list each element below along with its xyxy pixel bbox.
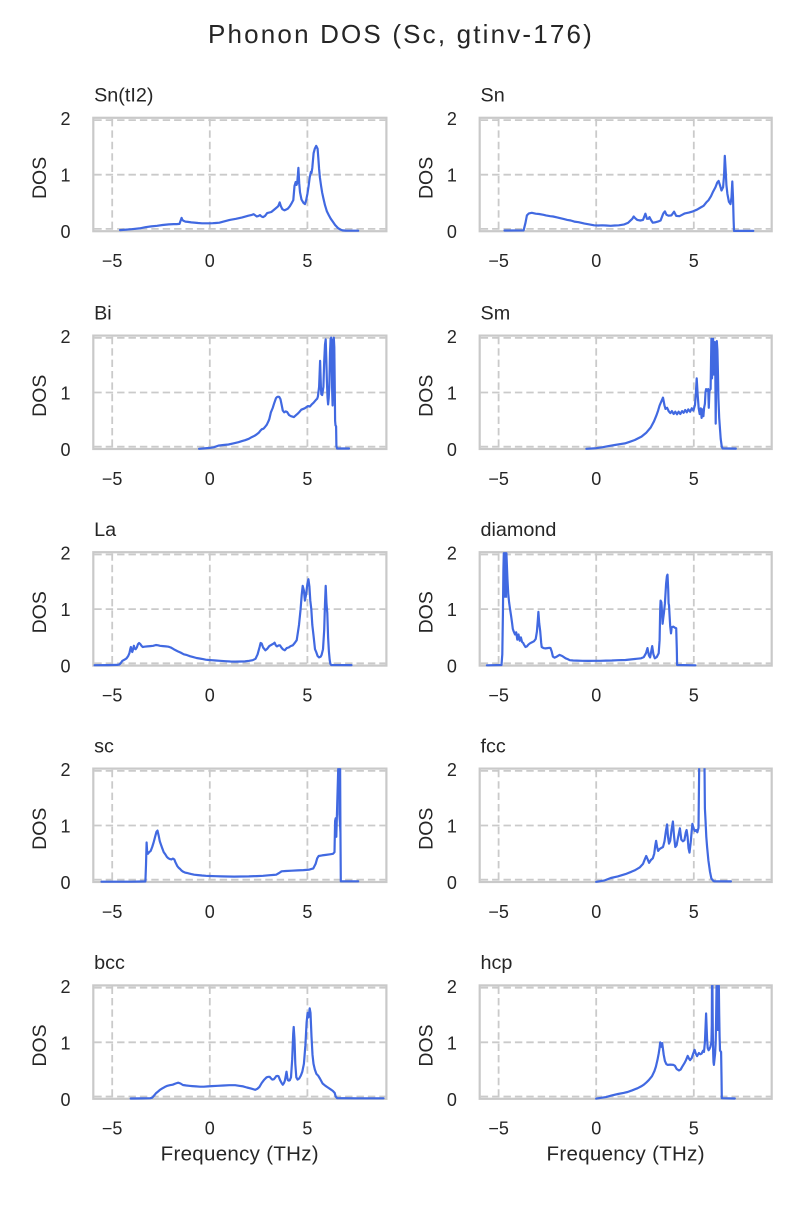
svg-text:DOS: DOS [415, 808, 437, 850]
svg-text:Phonon DOS (Sc, gtinv-176): Phonon DOS (Sc, gtinv-176) [208, 19, 594, 49]
svg-text:−5: −5 [102, 902, 123, 922]
svg-text:sc: sc [94, 735, 114, 757]
svg-text:DOS: DOS [415, 375, 437, 417]
svg-text:−5: −5 [488, 685, 509, 705]
svg-text:−5: −5 [488, 469, 509, 489]
svg-text:−5: −5 [102, 1119, 123, 1139]
svg-text:hcp: hcp [481, 952, 513, 974]
svg-text:2: 2 [447, 544, 457, 564]
svg-text:0: 0 [205, 1119, 215, 1139]
svg-text:1: 1 [60, 384, 70, 404]
svg-text:5: 5 [689, 1119, 699, 1139]
svg-text:0: 0 [447, 1090, 457, 1110]
svg-text:1: 1 [447, 817, 457, 837]
svg-text:0: 0 [447, 440, 457, 460]
svg-text:DOS: DOS [29, 157, 51, 199]
svg-text:2: 2 [60, 977, 70, 997]
svg-text:DOS: DOS [29, 375, 51, 417]
svg-text:2: 2 [447, 327, 457, 347]
svg-text:1: 1 [60, 600, 70, 620]
svg-text:0: 0 [205, 251, 215, 271]
svg-text:5: 5 [302, 685, 312, 705]
svg-text:5: 5 [689, 685, 699, 705]
svg-text:0: 0 [591, 469, 601, 489]
svg-text:1: 1 [60, 817, 70, 837]
svg-text:2: 2 [447, 977, 457, 997]
svg-text:Sn: Sn [481, 85, 505, 107]
svg-text:−5: −5 [488, 902, 509, 922]
svg-text:−5: −5 [102, 685, 123, 705]
svg-text:5: 5 [302, 469, 312, 489]
svg-text:−5: −5 [102, 469, 123, 489]
svg-text:0: 0 [591, 251, 601, 271]
svg-text:5: 5 [302, 251, 312, 271]
svg-text:Frequency (THz): Frequency (THz) [161, 1143, 319, 1166]
svg-text:DOS: DOS [29, 1024, 51, 1066]
svg-text:0: 0 [591, 902, 601, 922]
svg-text:0: 0 [60, 1090, 70, 1110]
svg-text:2: 2 [60, 760, 70, 780]
svg-text:bcc: bcc [94, 952, 125, 974]
svg-text:0: 0 [60, 873, 70, 893]
svg-text:fcc: fcc [481, 735, 506, 757]
svg-text:Sm: Sm [481, 302, 511, 324]
svg-text:−5: −5 [488, 251, 509, 271]
svg-text:1: 1 [447, 1033, 457, 1053]
svg-text:0: 0 [60, 222, 70, 242]
svg-text:0: 0 [447, 657, 457, 677]
svg-text:5: 5 [689, 902, 699, 922]
svg-text:2: 2 [60, 544, 70, 564]
svg-text:2: 2 [60, 109, 70, 129]
svg-text:0: 0 [591, 1119, 601, 1139]
svg-text:5: 5 [689, 469, 699, 489]
svg-text:0: 0 [60, 440, 70, 460]
svg-text:Frequency (THz): Frequency (THz) [547, 1143, 705, 1166]
svg-text:DOS: DOS [415, 1024, 437, 1066]
svg-text:−5: −5 [488, 1119, 509, 1139]
svg-text:Sn(tI2): Sn(tI2) [94, 85, 153, 107]
svg-text:0: 0 [447, 873, 457, 893]
svg-text:−5: −5 [102, 251, 123, 271]
svg-text:2: 2 [447, 109, 457, 129]
svg-text:DOS: DOS [415, 157, 437, 199]
svg-text:0: 0 [205, 902, 215, 922]
svg-text:1: 1 [60, 166, 70, 186]
svg-text:DOS: DOS [29, 808, 51, 850]
svg-text:0: 0 [60, 657, 70, 677]
svg-text:La: La [94, 519, 116, 541]
svg-text:1: 1 [60, 1033, 70, 1053]
svg-text:DOS: DOS [29, 591, 51, 633]
svg-text:5: 5 [689, 251, 699, 271]
svg-text:1: 1 [447, 166, 457, 186]
svg-text:2: 2 [60, 327, 70, 347]
svg-text:1: 1 [447, 600, 457, 620]
svg-text:0: 0 [447, 222, 457, 242]
svg-text:0: 0 [591, 685, 601, 705]
svg-text:DOS: DOS [415, 591, 437, 633]
svg-text:5: 5 [302, 1119, 312, 1139]
svg-text:5: 5 [302, 902, 312, 922]
svg-text:0: 0 [205, 469, 215, 489]
svg-text:diamond: diamond [481, 519, 557, 541]
svg-text:2: 2 [447, 760, 457, 780]
svg-text:1: 1 [447, 384, 457, 404]
svg-text:0: 0 [205, 685, 215, 705]
svg-text:Bi: Bi [94, 302, 112, 324]
